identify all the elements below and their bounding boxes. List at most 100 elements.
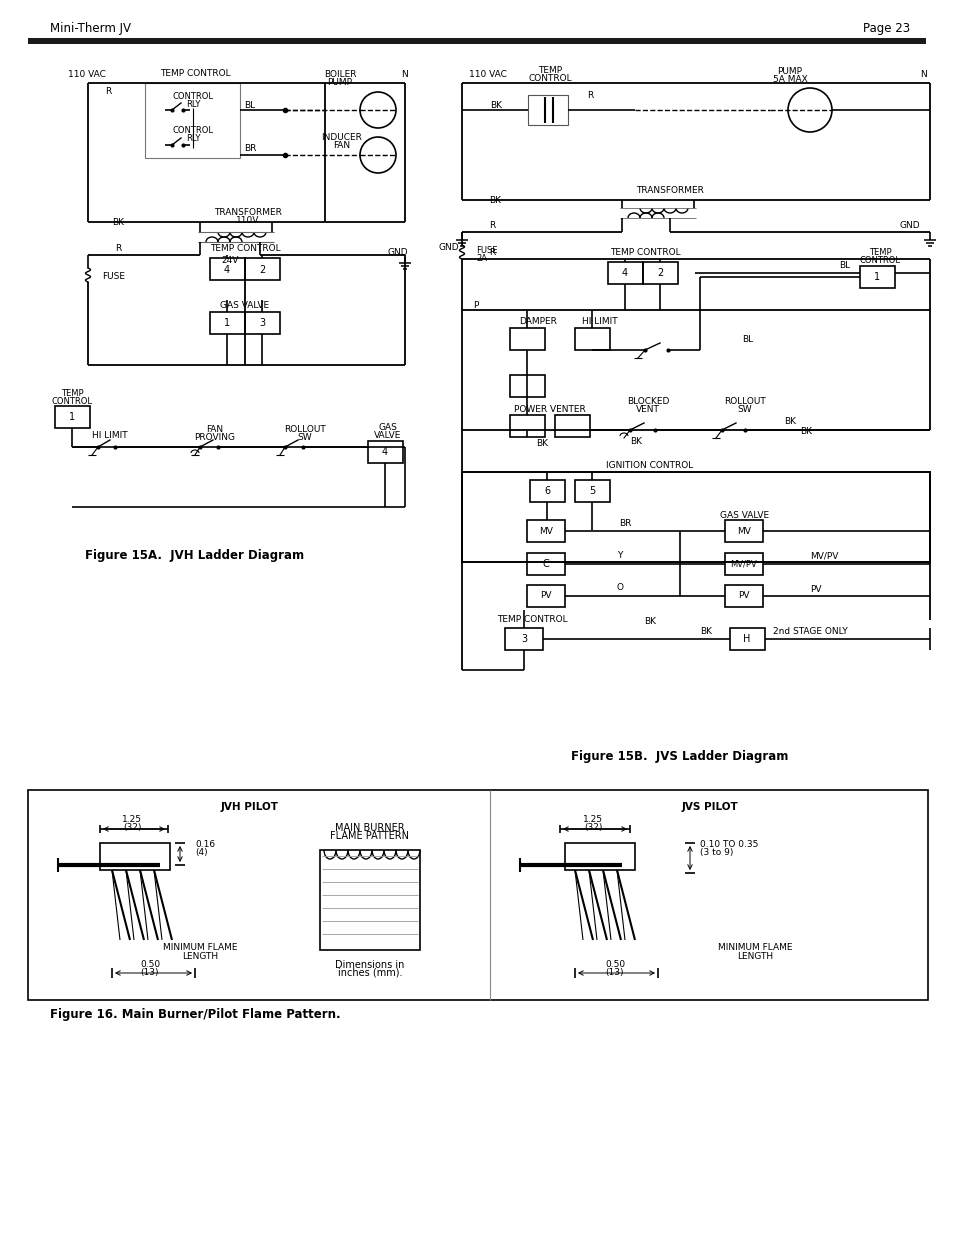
Text: SW: SW	[737, 405, 752, 415]
Text: 0.16: 0.16	[194, 841, 214, 850]
Text: P: P	[473, 300, 478, 310]
Text: Mini-Therm JV: Mini-Therm JV	[50, 21, 131, 35]
Bar	[504, 629, 542, 650]
Text: 24V: 24V	[221, 256, 238, 264]
Text: 2: 2	[258, 266, 265, 275]
Text: 110 VAC: 110 VAC	[469, 69, 506, 79]
Text: N: N	[401, 69, 408, 79]
Text: BK: BK	[700, 626, 711, 636]
Text: FAN: FAN	[206, 426, 223, 435]
Text: 0.50: 0.50	[604, 961, 624, 969]
Text: BK: BK	[783, 417, 795, 426]
Bar	[555, 415, 589, 437]
Text: GAS VALVE: GAS VALVE	[220, 300, 270, 310]
Text: Figure 15A.  JVH Ladder Diagram: Figure 15A. JVH Ladder Diagram	[86, 550, 304, 562]
Text: GND: GND	[899, 221, 920, 230]
Text: BK: BK	[536, 438, 547, 447]
Text: R: R	[488, 221, 495, 230]
Text: MV: MV	[538, 526, 553, 536]
Bar	[210, 312, 245, 333]
Text: Figure 16. Main Burner/Pilot Flame Pattern.: Figure 16. Main Burner/Pilot Flame Patte…	[50, 1009, 340, 1021]
Text: GAS: GAS	[378, 424, 397, 432]
Text: GAS VALVE: GAS VALVE	[720, 510, 769, 520]
Text: TEMP: TEMP	[868, 247, 890, 257]
Text: C: C	[542, 559, 549, 569]
Text: 0.50: 0.50	[140, 961, 160, 969]
Text: FLAME PATTERN: FLAME PATTERN	[330, 831, 409, 841]
Text: TEMP CONTROL: TEMP CONTROL	[159, 68, 230, 78]
Bar	[55, 406, 90, 429]
Bar	[28, 38, 925, 44]
Text: 3: 3	[258, 317, 265, 329]
Text: JVS PILOT: JVS PILOT	[680, 802, 738, 811]
Text: SW: SW	[297, 433, 312, 442]
Bar	[575, 480, 609, 501]
Text: CONTROL: CONTROL	[528, 74, 571, 83]
Text: (3 to 9): (3 to 9)	[700, 848, 733, 857]
Bar	[245, 312, 280, 333]
Text: 5A MAX: 5A MAX	[772, 74, 806, 84]
Text: (32): (32)	[583, 824, 601, 832]
Bar	[575, 329, 609, 350]
Bar	[319, 850, 419, 950]
Text: MV/PV: MV/PV	[809, 552, 838, 561]
Text: VENT: VENT	[636, 405, 659, 415]
Bar	[527, 95, 567, 125]
Text: PROVING: PROVING	[194, 433, 235, 442]
Text: (13): (13)	[141, 968, 159, 977]
Text: 1.25: 1.25	[582, 815, 602, 825]
Text: BK: BK	[112, 217, 124, 226]
Text: VALVE: VALVE	[374, 431, 401, 441]
Text: R: R	[114, 243, 121, 252]
Text: MAIN BURNER: MAIN BURNER	[335, 823, 404, 832]
Text: JVH PILOT: JVH PILOT	[221, 802, 278, 811]
Bar	[510, 415, 544, 437]
Text: FUSE: FUSE	[102, 272, 125, 280]
Bar	[210, 258, 245, 280]
Bar	[28, 790, 927, 1000]
Text: 2nd STAGE ONLY: 2nd STAGE ONLY	[772, 627, 847, 636]
Text: BLOCKED: BLOCKED	[626, 398, 668, 406]
Text: (32): (32)	[123, 824, 141, 832]
Bar	[724, 553, 762, 576]
Text: 4: 4	[621, 268, 627, 278]
Text: TRANSFORMER: TRANSFORMER	[213, 207, 282, 216]
Bar	[368, 441, 402, 463]
Text: 4: 4	[224, 266, 230, 275]
Bar	[724, 520, 762, 542]
Bar	[145, 83, 240, 158]
Text: R: R	[488, 247, 495, 257]
Text: BL: BL	[741, 336, 753, 345]
Text: 3: 3	[520, 634, 526, 643]
Text: 5: 5	[588, 487, 595, 496]
Text: 1: 1	[873, 272, 879, 282]
Text: 110V: 110V	[236, 215, 259, 225]
Bar	[461, 472, 929, 562]
Text: LENGTH: LENGTH	[182, 952, 218, 962]
Text: inches (mm).: inches (mm).	[337, 968, 402, 978]
Text: GND: GND	[438, 242, 458, 252]
Text: FUSE: FUSE	[476, 246, 497, 254]
Text: N: N	[920, 69, 926, 79]
Text: HI LIMIT: HI LIMIT	[92, 431, 128, 441]
Text: BL: BL	[244, 100, 255, 110]
Text: TEMP: TEMP	[61, 389, 83, 398]
Bar	[526, 585, 564, 606]
Bar	[245, 258, 280, 280]
Text: Page 23: Page 23	[862, 21, 909, 35]
Text: TEMP: TEMP	[537, 65, 561, 74]
Text: Y: Y	[617, 552, 622, 561]
Text: TEMP CONTROL: TEMP CONTROL	[210, 243, 280, 252]
Text: LENGTH: LENGTH	[736, 952, 772, 962]
Text: R: R	[586, 90, 593, 100]
Text: RLY: RLY	[186, 100, 200, 109]
Text: CONTROL: CONTROL	[172, 126, 213, 135]
Text: BK: BK	[490, 100, 501, 110]
Text: CONTROL: CONTROL	[859, 256, 900, 264]
Bar	[510, 375, 544, 396]
Text: MINIMUM FLAME: MINIMUM FLAME	[163, 944, 237, 952]
Text: BOILER: BOILER	[323, 69, 355, 79]
Text: POWER VENTER: POWER VENTER	[514, 405, 585, 415]
Bar	[526, 520, 564, 542]
Text: GND: GND	[387, 247, 408, 257]
